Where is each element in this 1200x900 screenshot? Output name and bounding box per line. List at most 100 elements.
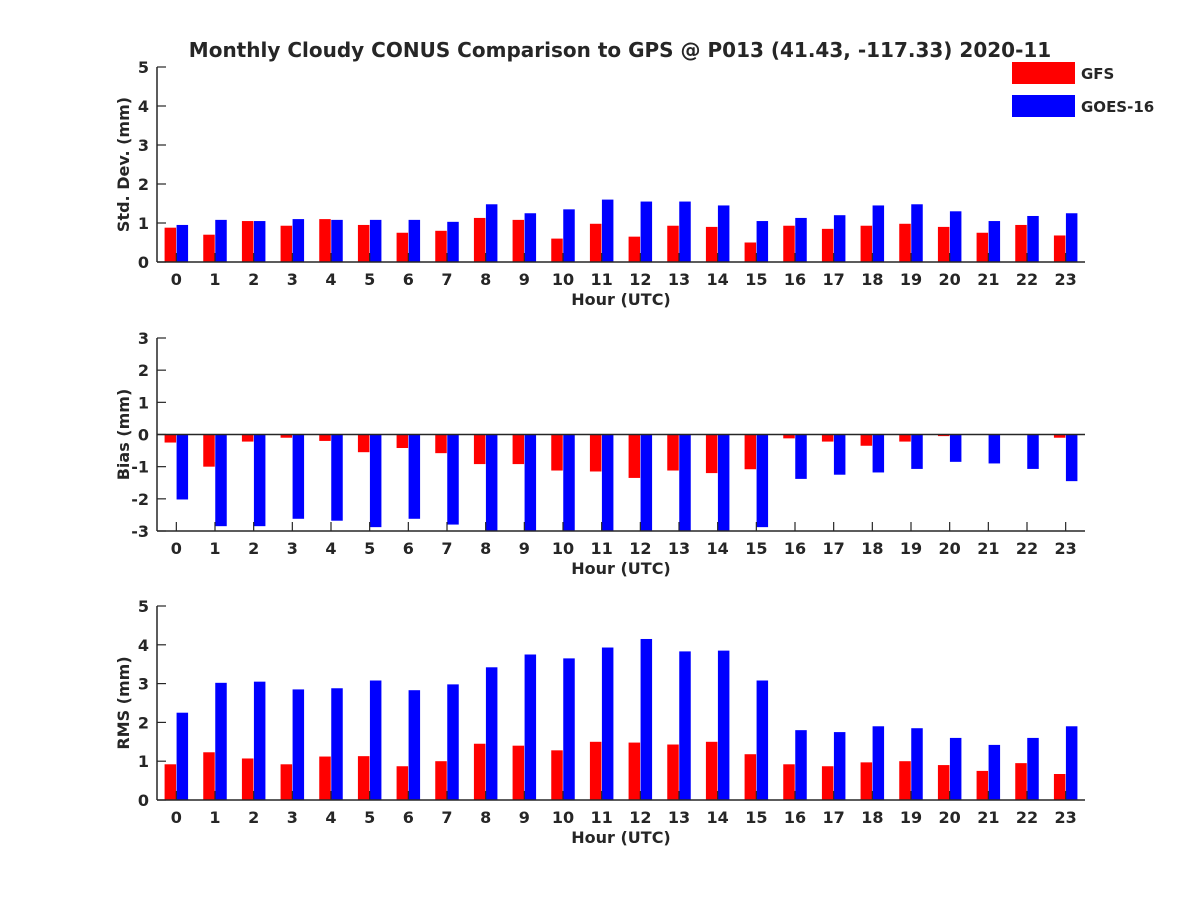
bar-gfs-hour-5 (357, 756, 370, 800)
legend: GFS GOES-16 (1012, 62, 1154, 117)
bar-gfs-hour-10 (551, 750, 563, 800)
bar-gfs-hour-19 (899, 434, 911, 442)
x-tick-label: 17 (823, 270, 845, 289)
bar-goes-16-hour-7 (447, 434, 459, 525)
bar-goes-16-hour-8 (485, 667, 498, 800)
x-tick-label: 1 (209, 808, 220, 827)
bar-gfs-hour-20 (937, 765, 950, 800)
x-tick-label: 3 (287, 539, 298, 558)
bar-gfs-hour-23 (1053, 774, 1066, 800)
x-tick-label: 7 (441, 808, 452, 827)
bar-gfs-hour-18 (860, 225, 873, 262)
y-tick-label: -2 (131, 490, 149, 509)
x-tick-label: 6 (403, 539, 414, 558)
x-tick-label: 0 (171, 539, 182, 558)
bar-goes-16-hour-21 (988, 221, 1001, 262)
x-axis-label: Hour (UTC) (571, 559, 671, 578)
bar-goes-16-hour-15 (756, 221, 769, 262)
bar-goes-16-hour-5 (369, 219, 382, 262)
bar-goes-16-hour-9 (524, 213, 537, 262)
bar-gfs-hour-14 (705, 741, 718, 800)
x-tick-label: 9 (519, 270, 530, 289)
bar-goes-16-hour-2 (253, 681, 266, 800)
bar-gfs-hour-5 (357, 434, 370, 453)
bar-gfs-hour-2 (241, 434, 254, 442)
y-tick-label: 1 (138, 214, 149, 233)
bar-gfs-hour-18 (860, 434, 873, 446)
bar-goes-16-hour-5 (369, 434, 382, 528)
bar-goes-16-hour-14 (717, 205, 730, 262)
y-tick-label: 5 (138, 597, 149, 616)
bar-gfs-hour-15 (744, 754, 757, 800)
legend-label-goes-16: GOES-16 (1081, 98, 1154, 116)
bar-gfs-hour-17 (821, 766, 834, 800)
bar-goes-16-hour-11 (601, 647, 614, 800)
bar-gfs-hour-6 (396, 766, 409, 800)
x-tick-label: 13 (668, 539, 690, 558)
x-tick-label: 3 (287, 808, 298, 827)
x-tick-label: 20 (939, 808, 961, 827)
bar-gfs-hour-16 (783, 434, 795, 439)
x-tick-label: 22 (1016, 808, 1038, 827)
x-tick-label: 13 (668, 270, 690, 289)
x-tick-label: 19 (900, 270, 922, 289)
bar-gfs-hour-13 (667, 744, 679, 800)
x-tick-label: 4 (325, 270, 336, 289)
bar-goes-16-hour-19 (911, 204, 923, 262)
x-tick-label: 14 (707, 539, 729, 558)
bar-goes-16-hour-18 (872, 205, 885, 262)
y-axis-label: Bias (mm) (114, 389, 133, 481)
bar-goes-16-hour-15 (756, 680, 769, 800)
y-tick-label: 1 (138, 393, 149, 412)
bar-goes-16-hour-14 (717, 434, 730, 531)
x-tick-label: 10 (552, 539, 574, 558)
bar-gfs-hour-16 (783, 225, 795, 262)
x-tick-label: 16 (784, 270, 806, 289)
x-axis-label: Hour (UTC) (571, 828, 671, 847)
bar-gfs-hour-8 (473, 217, 486, 262)
bar-gfs-hour-5 (357, 224, 370, 262)
bar-gfs-hour-13 (667, 434, 679, 471)
bar-gfs-hour-21 (976, 770, 989, 800)
bar-goes-16-hour-4 (331, 688, 343, 800)
bar-goes-16-hour-3 (292, 219, 305, 262)
bar-goes-16-hour-10 (563, 658, 575, 800)
bar-goes-16-hour-21 (988, 744, 1001, 800)
bar-gfs-hour-6 (396, 232, 409, 262)
y-tick-label: 5 (138, 58, 149, 77)
bar-goes-16-hour-8 (485, 204, 498, 262)
x-tick-label: 21 (977, 808, 999, 827)
x-tick-label: 23 (1055, 539, 1077, 558)
bar-goes-16-hour-11 (601, 199, 614, 262)
x-tick-label: 7 (441, 270, 452, 289)
bar-goes-16-hour-12 (640, 201, 653, 262)
bar-goes-16-hour-22 (1027, 434, 1039, 469)
figure-title: Monthly Cloudy CONUS Comparison to GPS @… (189, 38, 1051, 62)
bar-gfs-hour-12 (628, 434, 641, 478)
x-tick-label: 0 (171, 270, 182, 289)
bar-goes-16-hour-11 (601, 434, 614, 531)
x-axis-label: Hour (UTC) (571, 290, 671, 309)
x-tick-label: 6 (403, 270, 414, 289)
y-tick-label: 3 (138, 329, 149, 348)
bar-gfs-hour-1 (203, 434, 215, 467)
bar-gfs-hour-2 (241, 221, 254, 262)
legend-swatch-gfs (1012, 62, 1075, 84)
x-tick-label: 18 (861, 270, 883, 289)
x-tick-label: 3 (287, 270, 298, 289)
bar-gfs-hour-16 (783, 764, 795, 800)
bar-goes-16-hour-6 (408, 219, 421, 262)
bar-goes-16-hour-13 (679, 434, 691, 531)
x-tick-label: 5 (364, 270, 375, 289)
bar-gfs-hour-0 (164, 764, 177, 800)
x-tick-label: 9 (519, 539, 530, 558)
y-tick-label: -3 (131, 522, 149, 541)
x-tick-label: 17 (823, 808, 845, 827)
x-tick-label: 8 (480, 539, 491, 558)
x-tick-label: 1 (209, 539, 220, 558)
bar-gfs-hour-3 (280, 764, 293, 800)
x-tick-label: 4 (325, 539, 336, 558)
bar-goes-16-hour-0 (176, 224, 189, 262)
bar-goes-16-hour-4 (331, 434, 343, 521)
